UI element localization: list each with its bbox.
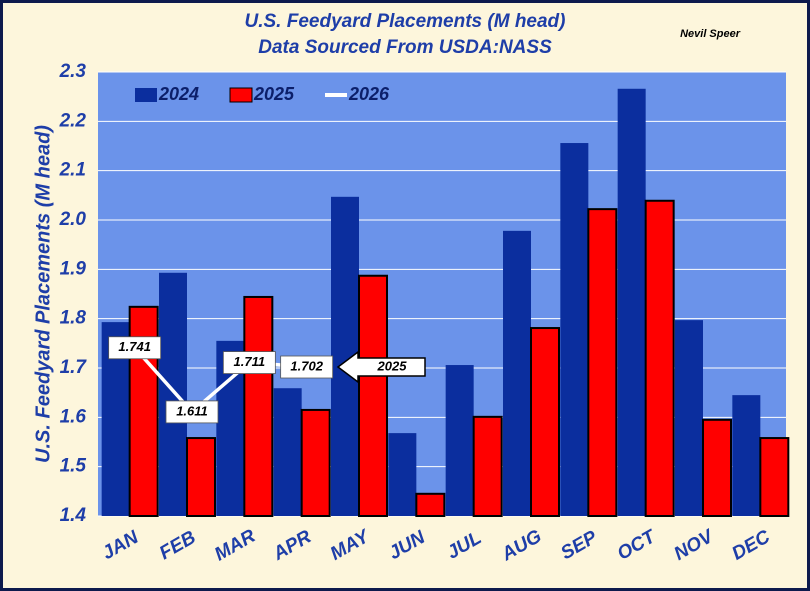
y-tick-label: 2.0 (59, 209, 87, 230)
chart-subtitle: Data Sourced From USDA:NASS (258, 37, 552, 58)
data-label: 1.611 (176, 403, 208, 418)
bar (358, 274, 388, 517)
y-tick-label: 1.4 (60, 505, 87, 526)
bar (587, 208, 618, 517)
bar (560, 143, 589, 517)
line (133, 346, 307, 415)
bar (300, 408, 331, 517)
data-label-box (280, 355, 334, 379)
y-tick-label: 1.6 (60, 406, 87, 427)
legend-swatch (229, 87, 253, 103)
bar (243, 295, 274, 517)
data-label: 1.702 (290, 358, 323, 373)
callout-arrow (336, 350, 426, 384)
bar (644, 199, 675, 517)
y-axis-label: U.S. Feedyard Placements (M head) (32, 125, 54, 463)
bar (732, 395, 761, 516)
y-tick-label: 1.9 (60, 258, 87, 279)
y-tick-label: 1.5 (60, 456, 87, 477)
bar (675, 320, 703, 516)
data-label: 1.711 (234, 354, 266, 369)
bar (415, 492, 446, 517)
y-tick-label: 1.8 (60, 308, 87, 329)
series-group (98, 71, 790, 518)
y-tick-label: 1.7 (60, 357, 88, 378)
author: Nevil Speer (680, 28, 741, 40)
data-label: 1.741 (118, 339, 151, 354)
data-label-box (108, 336, 162, 360)
data-label-box (165, 400, 219, 424)
data-label-box (222, 351, 276, 374)
y-tick-label: 2.2 (59, 110, 87, 131)
legend-label: 2026 (348, 84, 390, 104)
bar (617, 88, 646, 517)
bar (445, 365, 474, 516)
bar (503, 230, 531, 516)
bar (186, 437, 216, 518)
bar (530, 327, 560, 518)
bar (472, 415, 503, 517)
chart-title: U.S. Feedyard Placements (M head) (245, 11, 566, 32)
bar (388, 433, 417, 516)
annotation: 2025 (377, 358, 408, 373)
bar (702, 418, 732, 517)
legend-swatch (135, 88, 157, 102)
y-tick-label: 2.3 (59, 61, 87, 82)
bar (759, 437, 790, 518)
overlay: 2025 1.741 1.611 1.711 1.702 (108, 336, 426, 424)
y-tick-label: 2.1 (59, 160, 86, 181)
bar (159, 272, 187, 516)
bar (273, 388, 302, 516)
legend-label: 2025 (253, 84, 295, 104)
legend-label: 2024 (158, 84, 199, 104)
